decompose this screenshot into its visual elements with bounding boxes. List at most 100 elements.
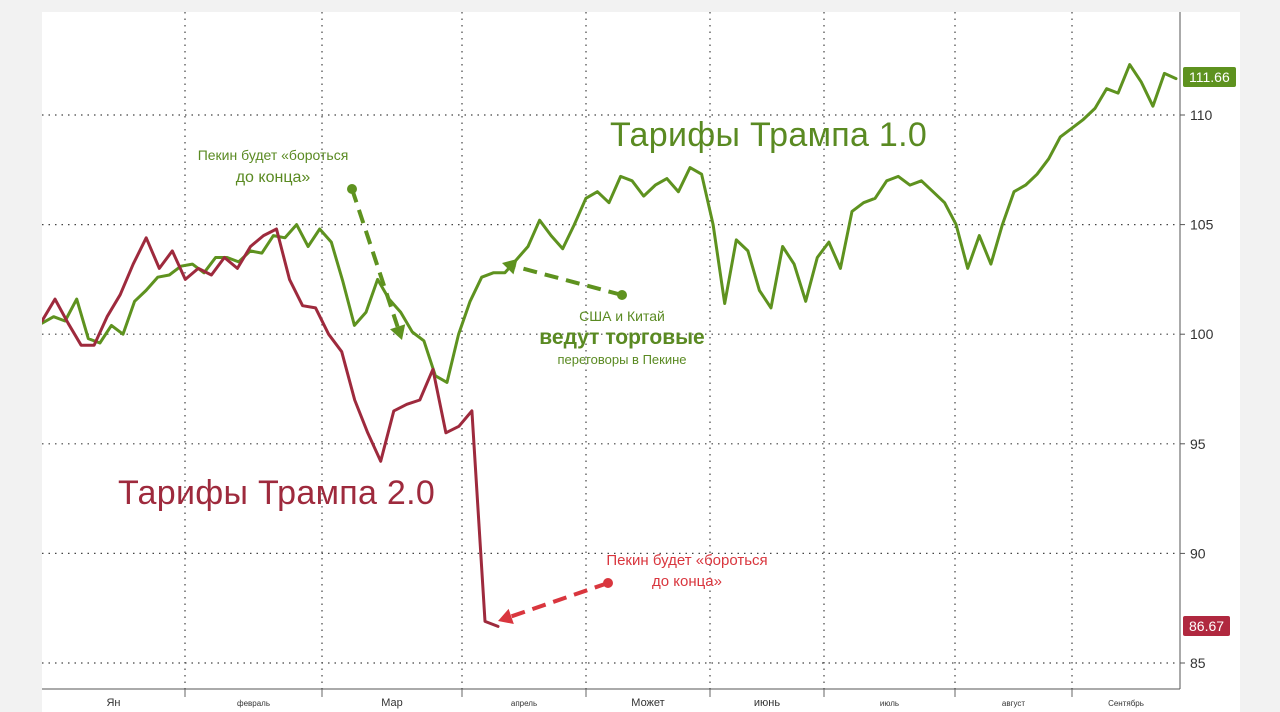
series-point-tariffs-1: [712, 223, 714, 226]
series-point-tariffs-1: [214, 256, 217, 259]
series-point-tariffs-1: [249, 250, 252, 252]
series-point-tariffs-2: [458, 425, 460, 428]
series-point-tariffs-1: [677, 190, 680, 193]
series-point-tariffs-1: [585, 197, 587, 200]
series-point-tariffs-1: [423, 339, 425, 342]
y-axis-ticks: 85 90 95 100 105 110: [1180, 107, 1214, 671]
series-point-tariffs-1: [365, 311, 367, 314]
series-point-tariffs-2: [275, 228, 278, 230]
series-point-tariffs-1: [1071, 127, 1073, 129]
series-point-tariffs-2: [145, 236, 148, 239]
series-point-tariffs-2: [262, 234, 265, 237]
series-point-tariffs-1: [561, 247, 564, 250]
green-series-title: Тарифы Трампа 1.0: [610, 116, 928, 154]
series-point-tariffs-2: [314, 307, 317, 309]
series-point-tariffs-1: [492, 272, 495, 274]
series-point-tariffs-1: [1152, 105, 1154, 108]
series-point-tariffs-1: [42, 322, 43, 325]
series-point-tariffs-2: [158, 267, 161, 270]
series-point-tariffs-1: [990, 263, 992, 265]
series-lines: [42, 63, 1178, 628]
series-point-tariffs-1: [156, 276, 159, 279]
series-point-tariffs-1: [1105, 87, 1108, 90]
series-point-tariffs-1: [943, 201, 946, 204]
series-point-tariffs-2: [197, 267, 200, 270]
red-series-title: Тарифы Трампа 2.0: [118, 474, 436, 512]
series-point-tariffs-1: [1117, 92, 1119, 94]
series-point-tariffs-1: [955, 223, 957, 226]
series-point-tariffs-1: [168, 274, 171, 276]
series-point-tariffs-1: [99, 342, 101, 344]
series-line-tariffs-2: [42, 227, 500, 628]
green-top-arrow: [347, 184, 406, 340]
talks-note-line1: США и Китай: [579, 308, 665, 324]
series-point-tariffs-1: [758, 289, 761, 292]
series-point-tariffs-1: [87, 337, 90, 340]
red-bottom-note: Пекин будет «бороться до конца»: [582, 552, 792, 590]
series-point-tariffs-1: [1024, 184, 1027, 186]
green-top-note-line1: Пекин будет «бороться: [197, 147, 349, 163]
series-point-tariffs-1: [642, 195, 645, 197]
series-point-tariffs-1: [723, 302, 726, 305]
series-point-tariffs-1: [307, 245, 309, 248]
x-tick-label: апрель: [511, 699, 537, 708]
talks-note-line3: переговоры в Пекине: [557, 352, 687, 367]
series-point-tariffs-1: [839, 267, 842, 270]
series-point-tariffs-1: [122, 333, 124, 336]
series-point-tariffs-2: [301, 304, 304, 307]
series-point-tariffs-1: [1128, 63, 1131, 66]
series-point-tariffs-2: [340, 350, 343, 353]
green-top-note-line2: до конца»: [235, 169, 311, 186]
series-point-tariffs-1: [376, 278, 379, 281]
x-tick-label: Сентябрь: [1108, 699, 1144, 708]
x-tick-label: Может: [631, 697, 664, 709]
series-point-tariffs-1: [874, 197, 876, 200]
red-bottom-note-line2: до конца»: [652, 573, 722, 590]
series-point-tariffs-1: [1082, 118, 1085, 121]
series-point-tariffs-1: [342, 280, 344, 283]
series-point-tariffs-2: [432, 368, 434, 371]
x-tick-label: Ян: [106, 697, 120, 709]
y-tick-label: 85: [1190, 655, 1206, 671]
x-tick-label: Мар: [381, 697, 403, 709]
talks-arrow: [502, 258, 627, 300]
series-point-tariffs-1: [145, 289, 147, 292]
series-point-tariffs-1: [75, 298, 78, 300]
series-point-tariffs-1: [966, 267, 969, 270]
gridlines: [42, 12, 1180, 697]
series-point-tariffs-2: [54, 298, 56, 300]
series-point-tariffs-1: [261, 252, 263, 254]
series-point-tariffs-1: [110, 324, 113, 327]
series-point-tariffs-1: [816, 256, 819, 259]
y-tick-label: 110: [1190, 107, 1213, 123]
series-point-tariffs-1: [133, 300, 136, 303]
series-point-tariffs-1: [897, 175, 900, 178]
series-point-tariffs-1: [909, 184, 911, 186]
series-point-tariffs-1: [237, 261, 240, 263]
red-bottom-note-line1: Пекин будет «бороться: [606, 552, 768, 569]
y-tick-label: 90: [1190, 545, 1206, 561]
series-point-tariffs-1: [515, 258, 518, 261]
series-point-tariffs-1: [504, 272, 506, 274]
series-point-tariffs-1: [932, 190, 934, 193]
red-last-value-tag: 86.67: [1183, 616, 1231, 636]
talks-note-line2: ведут торговые: [539, 326, 705, 349]
x-tick-label: июнь: [754, 697, 780, 709]
series-point-tariffs-1: [851, 210, 853, 213]
series-point-tariffs-2: [171, 250, 174, 252]
series-point-tariffs-1: [689, 166, 691, 169]
series-point-tariffs-2: [353, 399, 356, 401]
series-point-tariffs-1: [1094, 107, 1096, 110]
green-top-arrow-head: [390, 324, 406, 340]
series-point-tariffs-2: [379, 460, 382, 463]
series-point-tariffs-2: [406, 403, 408, 406]
series-point-tariffs-2: [93, 344, 95, 346]
y-tick-label: 105: [1190, 217, 1214, 233]
talks-arrow-shaft: [515, 264, 623, 297]
series-point-tariffs-1: [1140, 81, 1143, 83]
series-point-tariffs-1: [284, 236, 286, 239]
series-point-tariffs-1: [1175, 77, 1177, 80]
series-point-tariffs-1: [862, 201, 865, 204]
annotation-arrows: [347, 184, 627, 624]
series-point-tariffs-2: [327, 333, 330, 336]
